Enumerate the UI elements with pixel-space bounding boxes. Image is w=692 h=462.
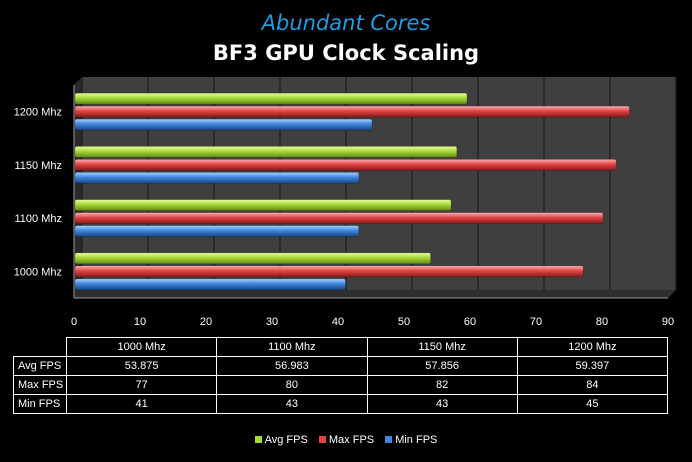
legend-label: Max FPS	[328, 434, 375, 446]
table-cell: 80	[216, 375, 368, 395]
table-row-label: Max FPS	[13, 375, 67, 395]
table-cell: 43	[366, 394, 518, 414]
legend-item-max: Max FPS	[318, 434, 375, 446]
chart-title: BF3 GPU Clock Scaling	[212, 41, 480, 65]
table-col-header: 1150 Mhz	[366, 337, 518, 357]
x-tick-label: 70	[530, 316, 542, 328]
min-fps-bar	[74, 118, 373, 131]
legend-item-avg: Avg FPS	[254, 434, 308, 446]
table-row: Max FPS 77 80 82 84	[13, 375, 669, 395]
y-tick-label: 1000 Mhz	[14, 266, 62, 278]
table-col-header: 1200 Mhz	[516, 337, 669, 357]
min-fps-bar	[74, 278, 346, 291]
avg-fps-bar	[74, 199, 452, 211]
table-row: Avg FPS 53.875 56.983 57.856 59.397	[13, 356, 669, 376]
plot-wall-left	[74, 77, 82, 298]
max-fps-bar	[74, 159, 617, 171]
table-cell: 59.397	[516, 356, 669, 376]
x-tick-label: 20	[200, 316, 212, 328]
x-tick-label: 30	[266, 316, 278, 328]
table-cell: 45	[516, 394, 669, 414]
legend-label: Avg FPS	[264, 434, 308, 446]
y-tick-label: 1150 Mhz	[15, 160, 63, 172]
table-col-header: 1100 Mhz	[216, 337, 368, 357]
table-cell: 56.983	[216, 356, 368, 376]
avg-fps-bar	[74, 146, 458, 158]
avg-fps-bar	[74, 252, 431, 265]
table-row-label: Avg FPS	[13, 356, 67, 376]
x-tick-label: 50	[398, 316, 410, 328]
chart-subtitle: Abundant Cores	[261, 11, 431, 35]
table-cell: 84	[516, 375, 669, 395]
table-cell: 43	[216, 394, 368, 414]
table-header-row: 1000 Mhz 1100 Mhz 1150 Mhz 1200 Mhz	[13, 337, 669, 357]
y-tick-label: 1100 Mhz	[15, 213, 63, 225]
plot-floor	[74, 290, 676, 298]
table-cell: 57.856	[366, 356, 518, 376]
table-cell: 77	[65, 375, 218, 395]
min-fps-bar	[74, 172, 360, 184]
chart-legend: Avg FPS Max FPS Min FPS	[0, 434, 692, 446]
plot-area: 0 10 20 30 40 50 60 70 80 90 1000 Mhz 1100 Mhz 1150 …	[14, 77, 677, 328]
x-tick-label: 60	[464, 316, 476, 328]
legend-swatch	[254, 436, 262, 443]
x-tick-label: 80	[596, 316, 608, 328]
x-tick-label: 10	[134, 316, 146, 328]
avg-fps-bar	[74, 92, 468, 105]
max-fps-bar	[74, 105, 630, 118]
data-table: 1000 Mhz 1100 Mhz 1150 Mhz 1200 Mhz Avg …	[13, 337, 669, 414]
max-fps-bar	[74, 212, 604, 224]
table-row: Min FPS 41 43 43 45	[13, 394, 669, 414]
min-fps-bar	[74, 225, 360, 237]
x-tick-label: 0	[71, 316, 77, 328]
table-row-label: Min FPS	[13, 394, 67, 414]
y-tick-label: 1200 Mhz	[14, 107, 62, 119]
legend-swatch	[318, 436, 326, 443]
x-tick-label: 40	[332, 316, 344, 328]
max-fps-bar	[74, 265, 584, 278]
table-cell: 53.875	[65, 356, 218, 376]
x-tick-label: 90	[662, 316, 674, 328]
legend-swatch	[385, 436, 393, 443]
table-cell: 41	[65, 394, 218, 414]
table-col-header: 1000 Mhz	[65, 337, 218, 357]
legend-label: Min FPS	[395, 434, 438, 446]
table-corner	[13, 337, 67, 357]
table-cell: 82	[366, 375, 518, 395]
legend-item-min: Min FPS	[385, 434, 437, 446]
